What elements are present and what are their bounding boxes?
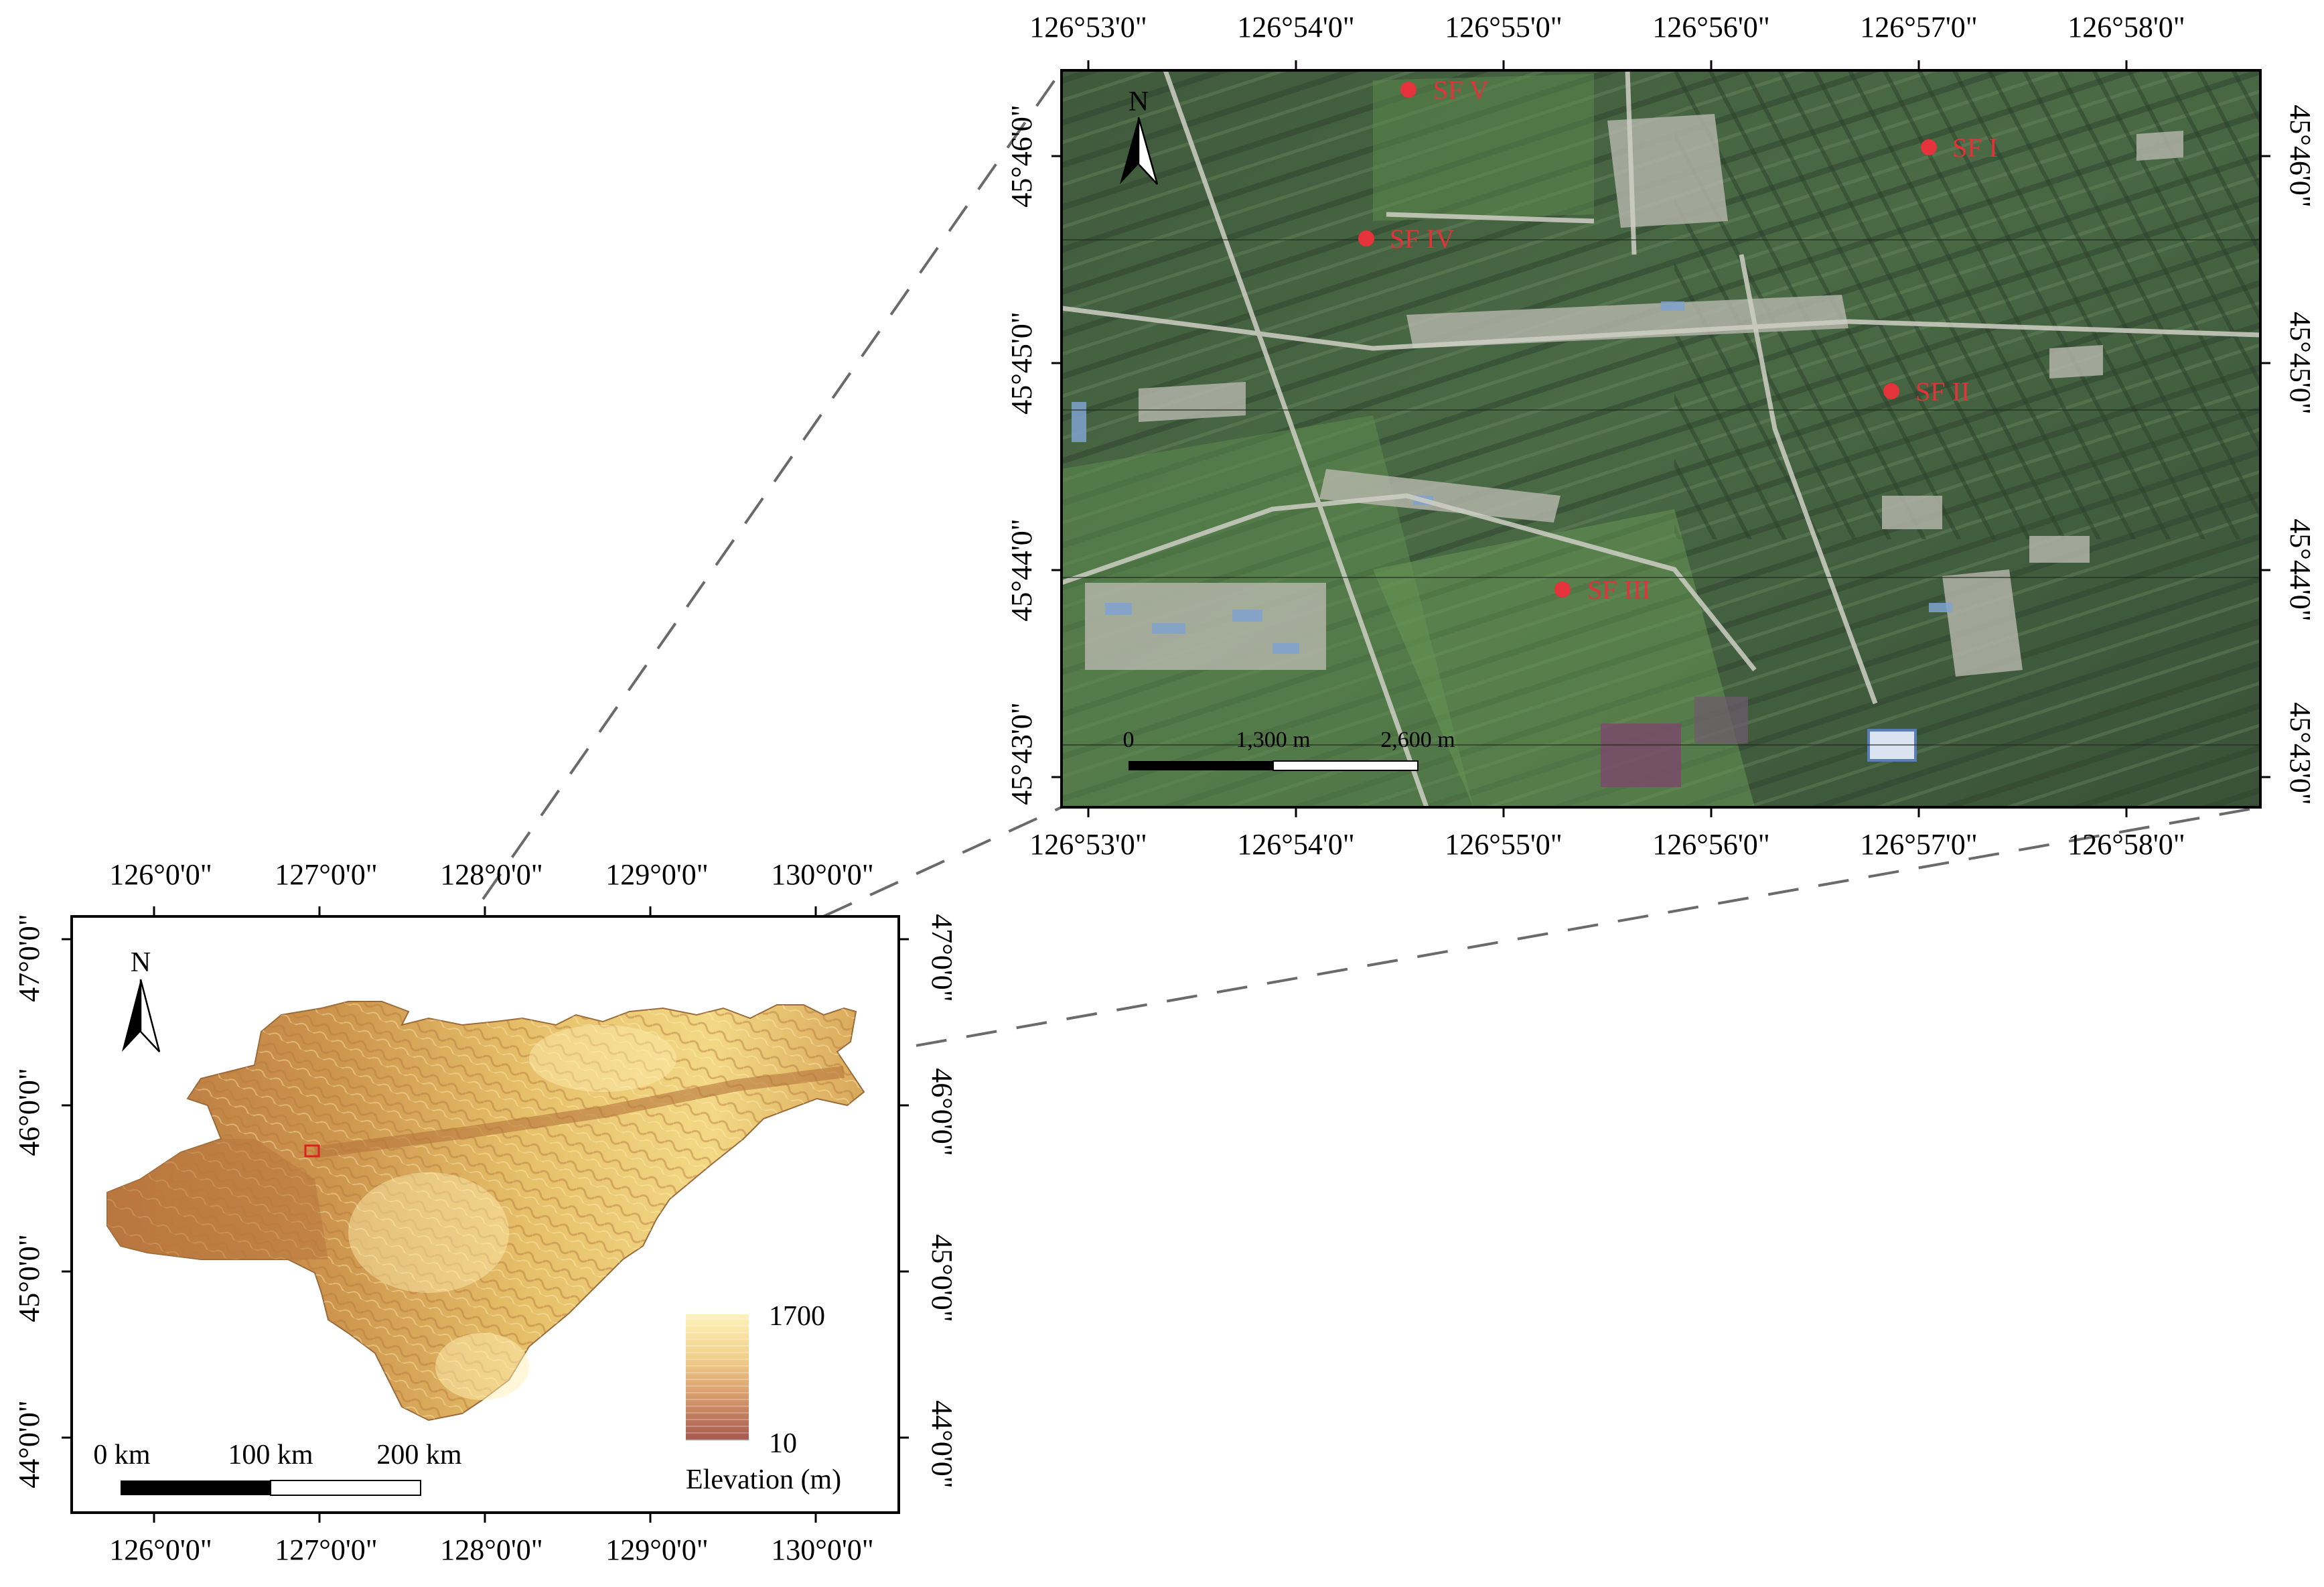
watershed-dem	[106, 1001, 865, 1422]
regional-scale-label: 100 km	[228, 1440, 313, 1470]
regional-tick-marks	[62, 906, 909, 1523]
regional-top-lon-label: 129°0'0"	[605, 858, 708, 891]
site-marker: SF III	[1554, 575, 1650, 605]
inset-left-lat-label: 45°45'0"	[1005, 312, 1038, 414]
sampling-sites: SF V SF I SF IV SF II SF III	[1358, 75, 1998, 605]
regional-top-lon-label: 127°0'0"	[275, 858, 377, 891]
regional-bottom-lon-label: 128°0'0"	[440, 1533, 542, 1566]
regional-top-lon-label: 130°0'0"	[771, 858, 873, 891]
regional-elevation-map: 126°0'0" 127°0'0" 128°0'0" 129°0'0" 130°…	[13, 858, 958, 1566]
inset-right-lat-label: 45°46'0"	[2284, 105, 2317, 207]
site-marker: SF IV	[1358, 224, 1455, 254]
satellite-image	[1062, 70, 2260, 807]
legend-max-label: 1700	[769, 1301, 825, 1332]
regional-bottom-longitude-labels: 126°0'0" 127°0'0" 128°0'0" 129°0'0" 130°…	[109, 1533, 873, 1566]
site-label: SF IV	[1390, 224, 1455, 254]
inset-north-arrow-icon: N	[1120, 86, 1159, 185]
regional-bottom-lon-label: 129°0'0"	[605, 1533, 708, 1566]
site-dot	[1358, 230, 1374, 247]
regional-top-lon-label: 128°0'0"	[440, 858, 542, 891]
inset-map-frame	[1060, 69, 2262, 809]
inset-satellite-map: 126°53'0" 126°54'0" 126°55'0" 126°56'0" …	[1005, 11, 2317, 861]
regional-scale-bar-filled	[121, 1480, 271, 1495]
regional-right-lat-label: 45°0'0"	[926, 1234, 958, 1322]
site-marker: SF V	[1400, 75, 1489, 105]
inset-scale-label: 1,300 m	[1236, 728, 1310, 752]
regional-north-label: N	[131, 947, 151, 978]
site-dot	[1400, 82, 1417, 98]
regional-left-lat-label: 46°0'0"	[13, 1068, 46, 1156]
inset-left-lat-label: 45°43'0"	[1005, 702, 1038, 805]
regional-top-longitude-labels: 126°0'0" 127°0'0" 128°0'0" 129°0'0" 130°…	[109, 858, 873, 891]
regional-bottom-lon-label: 130°0'0"	[771, 1533, 873, 1566]
inset-tick-marks	[1051, 60, 2270, 817]
inset-bottom-lon-label: 126°53'0"	[1029, 828, 1147, 861]
regional-left-lat-label: 47°0'0"	[13, 914, 46, 1002]
site-dot	[1921, 139, 1937, 155]
site-label: SF III	[1587, 575, 1650, 605]
inset-bottom-lon-label: 126°57'0"	[1860, 828, 1977, 861]
inset-top-lon-label: 126°56'0"	[1652, 11, 1769, 44]
inset-bottom-lon-label: 126°58'0"	[2067, 828, 2185, 861]
site-marker: SF I	[1921, 133, 1998, 163]
regional-bottom-lon-label: 126°0'0"	[109, 1533, 212, 1566]
site-dot	[1883, 383, 1899, 399]
inset-left-latitude-labels: 45°46'0" 45°45'0" 45°44'0" 45°43'0"	[1005, 105, 1038, 805]
inset-right-lat-label: 45°45'0"	[2284, 312, 2317, 414]
study-area-box	[304, 1144, 320, 1158]
inset-bottom-lon-label: 126°55'0"	[1445, 828, 1562, 861]
regional-left-latitude-labels: 47°0'0" 46°0'0" 45°0'0" 44°0'0"	[13, 914, 46, 1488]
regional-top-lon-label: 126°0'0"	[109, 858, 212, 891]
legend-title: Elevation (m)	[686, 1464, 841, 1495]
inset-left-lat-label: 45°46'0"	[1005, 105, 1038, 207]
inset-top-lon-label: 126°54'0"	[1237, 11, 1354, 44]
inset-right-latitude-labels: 45°46'0" 45°45'0" 45°44'0" 45°43'0"	[2284, 105, 2317, 805]
inset-bottom-longitude-labels: 126°53'0" 126°54'0" 126°55'0" 126°56'0" …	[1029, 828, 2185, 861]
site-dot	[1554, 581, 1571, 598]
regional-scale-label: 0 km	[93, 1440, 151, 1470]
inset-scale-label: 2,600 m	[1380, 728, 1455, 752]
regional-right-lat-label: 47°0'0"	[926, 914, 958, 1002]
regional-scale-label: 200 km	[376, 1440, 462, 1470]
regional-left-lat-label: 44°0'0"	[13, 1400, 46, 1488]
regional-left-lat-label: 45°0'0"	[13, 1234, 46, 1322]
regional-right-lat-label: 46°0'0"	[926, 1068, 958, 1156]
inset-left-lat-label: 45°44'0"	[1005, 519, 1038, 621]
inset-scale-label: 0	[1123, 728, 1135, 752]
inset-top-lon-label: 126°53'0"	[1029, 11, 1147, 44]
inset-top-lon-label: 126°58'0"	[2067, 11, 2185, 44]
elevation-legend: 1700 10 Elevation (m)	[686, 1301, 841, 1495]
inset-top-longitude-labels: 126°53'0" 126°54'0" 126°55'0" 126°56'0" …	[1029, 11, 2185, 44]
site-label: SF I	[1952, 133, 1998, 163]
inset-bottom-lon-label: 126°56'0"	[1652, 828, 1769, 861]
site-marker: SF II	[1883, 376, 1970, 407]
regional-bottom-lon-label: 127°0'0"	[275, 1533, 377, 1566]
regional-scale-bar-empty	[270, 1480, 421, 1496]
regional-scale-bar: 0 km 100 km 200 km	[93, 1440, 462, 1496]
inset-top-lon-label: 126°55'0"	[1445, 11, 1562, 44]
inset-right-lat-label: 45°44'0"	[2284, 519, 2317, 621]
site-label: SF II	[1915, 376, 1970, 407]
inset-scale-bar: 0 1,300 m 2,600 m	[1123, 728, 1455, 771]
regional-north-arrow-icon: N	[122, 947, 161, 1052]
inset-right-lat-label: 45°43'0"	[2284, 702, 2317, 805]
legend-min-label: 10	[769, 1428, 797, 1459]
inset-north-label: N	[1129, 86, 1149, 117]
regional-right-lat-label: 44°0'0"	[926, 1400, 958, 1488]
site-label: SF V	[1433, 75, 1489, 105]
inset-scale-bar-empty	[1273, 760, 1419, 771]
inset-scale-bar-filled	[1129, 761, 1273, 770]
regional-right-latitude-labels: 47°0'0" 46°0'0" 45°0'0" 44°0'0"	[926, 914, 958, 1488]
inset-bottom-lon-label: 126°54'0"	[1237, 828, 1354, 861]
inset-top-lon-label: 126°57'0"	[1860, 11, 1977, 44]
